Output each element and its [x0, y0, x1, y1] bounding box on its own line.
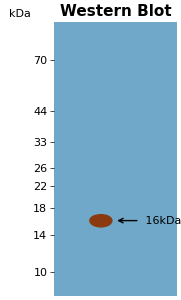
Text: 16kDa: 16kDa [119, 216, 181, 226]
Y-axis label: kDa: kDa [9, 9, 31, 19]
Title: Western Blot: Western Blot [60, 4, 171, 19]
Ellipse shape [90, 215, 112, 227]
